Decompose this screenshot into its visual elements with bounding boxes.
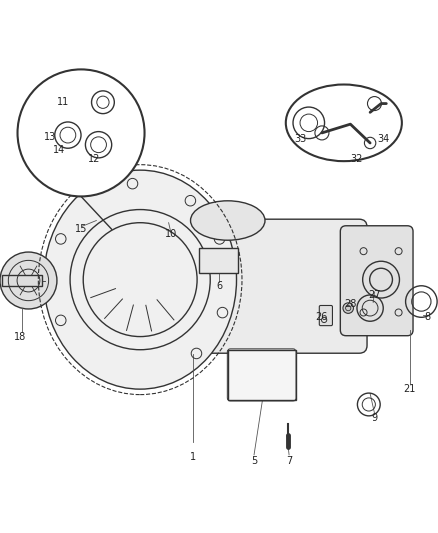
Bar [199,248,238,273]
Text: 34: 34 [377,134,389,144]
FancyBboxPatch shape [319,305,332,326]
Circle shape [343,303,353,313]
Text: 13: 13 [44,132,57,142]
Text: 8: 8 [424,312,430,322]
FancyBboxPatch shape [340,226,413,336]
Text: 6: 6 [216,281,222,291]
Text: 32: 32 [351,154,363,164]
Bar [228,350,296,400]
Text: 26: 26 [316,312,328,322]
Text: 14: 14 [53,146,65,156]
Circle shape [0,252,57,309]
Text: 11: 11 [57,97,70,107]
FancyBboxPatch shape [124,219,367,353]
Circle shape [18,69,145,197]
Bar [2,275,42,286]
Text: 27: 27 [368,290,381,300]
Text: 5: 5 [251,456,257,466]
Text: 18: 18 [14,332,26,342]
Ellipse shape [44,170,237,389]
Text: 21: 21 [403,384,416,394]
Text: 7: 7 [286,456,292,466]
Text: 10: 10 [165,229,177,239]
Text: 15: 15 [75,224,87,235]
Text: 33: 33 [294,134,306,144]
Ellipse shape [286,85,402,161]
Text: 28: 28 [344,298,357,309]
Ellipse shape [191,201,265,240]
Text: 9: 9 [371,413,378,423]
Text: 12: 12 [88,154,100,164]
Text: 1: 1 [190,452,196,462]
